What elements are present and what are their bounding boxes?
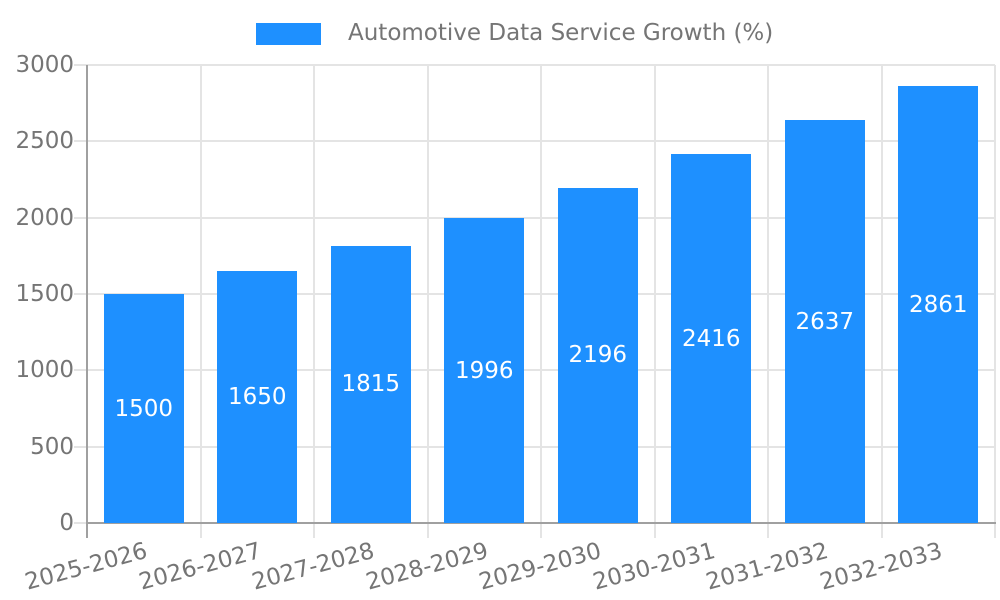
x-tick-label: 2031-2032 xyxy=(703,538,832,596)
x-tick xyxy=(199,523,202,538)
x-axis-line xyxy=(86,522,996,524)
bar-value-label: 2861 xyxy=(908,291,968,318)
bar xyxy=(103,294,184,523)
x-tick xyxy=(653,523,656,538)
bar-value-label: 1650 xyxy=(227,384,287,411)
y-tick-label: 2500 xyxy=(15,128,74,155)
y-tick xyxy=(74,522,87,524)
y-tick-label: 1000 xyxy=(15,357,74,384)
bar xyxy=(217,271,298,523)
x-gridline xyxy=(540,65,542,523)
x-tick-label: 2026-2027 xyxy=(136,538,264,596)
x-tick xyxy=(426,523,429,538)
y-tick-label: 1500 xyxy=(15,281,74,307)
y-tick xyxy=(74,369,87,372)
x-tick xyxy=(313,523,315,538)
x-tick-label: 2032-2033 xyxy=(817,538,945,596)
y-tick xyxy=(74,445,87,448)
bar-value-label: 1500 xyxy=(114,395,174,422)
legend-label: Automotive Data Service Growth (%) xyxy=(348,20,774,46)
x-gridline xyxy=(994,65,996,523)
bar xyxy=(784,120,865,523)
x-gridline xyxy=(880,65,883,523)
y-axis-line xyxy=(86,65,88,538)
x-gridline xyxy=(653,65,656,523)
bar xyxy=(557,187,638,523)
y-tick xyxy=(74,64,87,66)
x-tick xyxy=(540,523,542,538)
bar-value-label: 2416 xyxy=(681,325,741,352)
bar xyxy=(671,154,752,523)
bar xyxy=(444,218,525,523)
x-gridline xyxy=(199,65,202,523)
y-tick-label: 500 xyxy=(30,433,74,460)
bar-value-label: 2196 xyxy=(568,342,628,369)
x-tick xyxy=(880,523,883,538)
bar xyxy=(898,86,979,523)
y-tick xyxy=(74,140,87,143)
x-tick-label: 2025-2026 xyxy=(22,538,151,596)
x-tick-label: 2029-2030 xyxy=(476,538,605,596)
x-gridline xyxy=(313,65,315,523)
y-tick xyxy=(74,216,87,219)
y-tick-label: 2000 xyxy=(15,204,74,231)
x-tick-label: 2028-2029 xyxy=(363,538,491,596)
bar-value-label: 2637 xyxy=(795,308,855,335)
bar-value-label: 1815 xyxy=(341,371,401,398)
legend-color-swatch xyxy=(256,22,321,45)
x-tick xyxy=(767,523,769,538)
x-tick xyxy=(994,523,996,538)
bar-value-label: 1996 xyxy=(454,357,514,384)
x-tick-label: 2027-2028 xyxy=(249,538,378,596)
x-tick-label: 2030-2031 xyxy=(590,538,718,596)
x-gridline xyxy=(767,65,769,523)
y-tick xyxy=(74,293,87,295)
y-tick-label: 3000 xyxy=(15,52,74,78)
x-gridline xyxy=(426,65,429,523)
y-tick-label: 0 xyxy=(59,510,74,536)
bar xyxy=(330,245,411,523)
chart-legend: Automotive Data Service Growth (%) xyxy=(256,22,773,45)
